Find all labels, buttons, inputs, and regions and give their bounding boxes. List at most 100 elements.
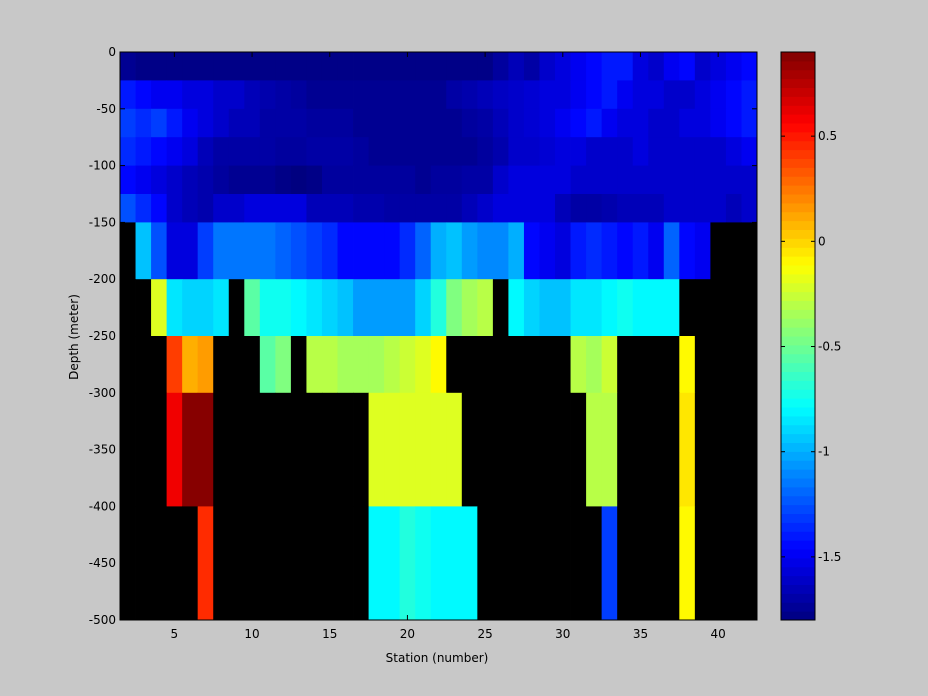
heatmap-cell	[663, 165, 680, 195]
heatmap-nodata-cell	[306, 506, 323, 621]
heatmap-cell	[617, 194, 634, 223]
heatmap-cell	[151, 222, 168, 280]
heatmap-cell	[555, 279, 571, 337]
heatmap-nodata-cell	[135, 336, 152, 394]
heatmap-nodata-cell	[135, 392, 152, 507]
heatmap-nodata-cell	[290, 336, 307, 394]
heatmap-cell	[399, 194, 416, 223]
heatmap-cell	[555, 137, 571, 166]
heatmap-cell	[601, 392, 618, 507]
heatmap-cell	[197, 52, 214, 81]
heatmap-cell	[430, 506, 447, 621]
heatmap-nodata-cell	[321, 506, 338, 621]
heatmap-cell	[477, 279, 494, 337]
colorbar-swatch	[781, 531, 815, 541]
heatmap-cell	[694, 194, 711, 223]
heatmap-cell	[523, 52, 540, 81]
heatmap-nodata-cell	[477, 506, 494, 621]
heatmap-cell	[555, 222, 571, 280]
heatmap-cell	[306, 52, 323, 81]
heatmap-cell	[415, 222, 432, 280]
heatmap-cell	[182, 222, 199, 280]
heatmap-cell	[259, 194, 276, 223]
heatmap-cell	[601, 336, 618, 394]
colorbar-swatch	[781, 424, 815, 435]
heatmap-cell	[259, 108, 276, 138]
heatmap-cell	[694, 52, 711, 81]
heatmap-cell	[430, 336, 447, 394]
heatmap-cell	[430, 392, 447, 507]
heatmap-cell	[694, 165, 711, 195]
heatmap-cell	[586, 392, 603, 507]
heatmap-nodata-cell	[151, 392, 168, 507]
colorbar-swatch	[781, 114, 815, 124]
colorbar-swatch	[781, 522, 815, 532]
heatmap-cell	[508, 137, 525, 166]
heatmap-cell	[741, 52, 758, 81]
heatmap-cell	[508, 222, 525, 280]
heatmap-cell	[430, 52, 447, 81]
heatmap-cell	[415, 279, 432, 337]
heatmap-cell	[617, 165, 634, 195]
heatmap-nodata-cell	[710, 336, 727, 394]
heatmap-cell	[368, 336, 385, 394]
heatmap-cell	[166, 194, 183, 223]
heatmap-cell	[259, 52, 276, 81]
colorbar-swatch	[781, 309, 815, 319]
heatmap-cell	[135, 194, 152, 223]
heatmap-cell	[384, 506, 401, 621]
heatmap-nodata-cell	[166, 506, 183, 621]
colorbar-axis: 0.5 0 -0.5 -1 -1.5	[781, 129, 841, 564]
heatmap-nodata-cell	[337, 506, 354, 621]
heatmap-cell	[337, 279, 354, 337]
colorbar-swatch	[781, 433, 815, 444]
heatmap-nodata-cell	[135, 279, 152, 337]
heatmap-cell	[399, 52, 416, 81]
heatmap-cell	[508, 194, 525, 223]
heatmap-cell	[337, 137, 354, 166]
heatmap-cell	[679, 222, 696, 280]
colorbar-swatch	[781, 478, 815, 488]
colorbar-swatch	[781, 566, 815, 577]
heatmap-cell	[586, 194, 603, 223]
heatmap-cell	[632, 279, 649, 337]
heatmap-cell	[166, 336, 183, 394]
heatmap-cell	[725, 80, 742, 110]
heatmap-cell	[135, 165, 152, 195]
heatmap-cell	[446, 506, 463, 621]
heatmap-cell	[353, 52, 369, 81]
colorbar-tick-label: 0	[818, 234, 826, 248]
x-axis: 5 10 15 20 25 30 35 40	[171, 52, 726, 641]
heatmap-nodata-cell	[555, 336, 571, 394]
heatmap-cell	[151, 80, 168, 110]
heatmap-cell	[306, 194, 323, 223]
heatmap-cell	[570, 137, 587, 166]
heatmap-cell	[244, 108, 261, 138]
colorbar-swatch	[781, 273, 815, 284]
heatmap-cell	[586, 52, 603, 81]
colorbar-tick-label: -1.5	[818, 550, 841, 564]
heatmap-cell	[461, 279, 478, 337]
heatmap-cell	[384, 108, 401, 138]
heatmap-nodata-cell	[694, 279, 711, 337]
colorbar-swatch	[781, 185, 815, 195]
heatmap-cell	[244, 165, 261, 195]
heatmap-cell	[586, 336, 603, 394]
heatmap-cell	[259, 80, 276, 110]
heatmap-cell	[275, 194, 292, 223]
heatmap-cell	[539, 108, 556, 138]
heatmap-cell	[228, 52, 245, 81]
heatmap-cell	[555, 108, 571, 138]
heatmap-cell	[710, 52, 727, 81]
heatmap-cell	[632, 80, 649, 110]
y-tick-label: 0	[108, 45, 116, 59]
heatmap-cell	[430, 165, 447, 195]
heatmap-cell	[492, 165, 509, 195]
heatmap-cell	[570, 165, 587, 195]
heatmap-nodata-cell	[741, 506, 758, 621]
heatmap-nodata-cell	[617, 336, 634, 394]
y-tick-label: -50	[96, 102, 116, 116]
heatmap-cell	[166, 108, 183, 138]
heatmap-cell	[166, 222, 183, 280]
